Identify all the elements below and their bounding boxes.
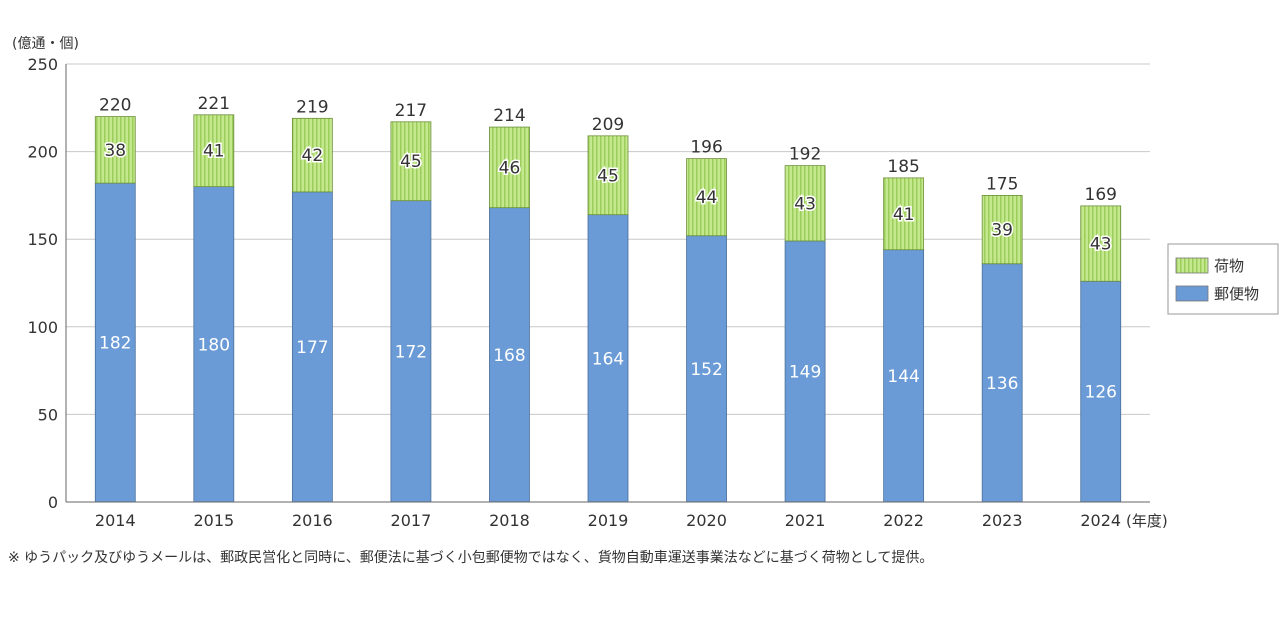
bar-segment-mail (981, 263, 1023, 503)
x-tick-label: 2015 (193, 511, 234, 530)
bar-segment-parcel (291, 117, 333, 193)
x-tick-label: 2022 (883, 511, 924, 530)
data-label-parcel: 45 (400, 152, 422, 172)
bar-segment-mail (390, 200, 432, 503)
data-label-total: 221 (198, 94, 230, 114)
x-tick-label: 2017 (391, 511, 432, 530)
data-label-total: 209 (592, 115, 624, 135)
x-tick-label: 2023 (982, 511, 1023, 530)
bar-segment-mail (883, 249, 925, 503)
data-label-parcel: 43 (794, 194, 816, 214)
data-label-parcel: 41 (203, 142, 225, 162)
bar-segment-mail (686, 235, 727, 503)
bar-segment-mail (784, 240, 826, 503)
x-tick-label: 2014 (95, 511, 136, 530)
x-tick-label: 2019 (588, 511, 629, 530)
footnote: ※ ゆうパック及びゆうメールは、郵政民営化と同時に、郵便法に基づく小包郵便物では… (8, 550, 934, 566)
data-label-parcel: 43 (1090, 235, 1112, 255)
data-label-parcel: 46 (499, 158, 521, 178)
bar-segment-parcel (94, 116, 136, 184)
bar-segment-parcel (587, 135, 629, 216)
data-label-total: 217 (395, 101, 427, 121)
bar-segment-parcel (1080, 205, 1122, 282)
bar-segment-parcel (981, 194, 1023, 265)
bar-segment-mail (94, 182, 136, 503)
data-label-total: 169 (1085, 185, 1117, 205)
y-tick-label: 250 (27, 55, 58, 74)
bar-segment-parcel (193, 114, 235, 188)
y-tick-label: 200 (27, 143, 58, 162)
data-label-mail: 177 (296, 338, 328, 358)
bar-segment-parcel (784, 165, 826, 242)
data-label-mail: 168 (493, 346, 525, 366)
y-tick-label: 50 (38, 405, 58, 424)
y-tick-label: 100 (27, 318, 58, 337)
data-label-mail: 152 (690, 360, 722, 380)
data-label-total: 220 (99, 96, 131, 116)
data-label-mail: 172 (395, 342, 427, 362)
x-tick-label: 2021 (785, 511, 826, 530)
y-tick-label: 0 (48, 493, 58, 512)
bar-segment-parcel (390, 121, 432, 202)
bar-segment-parcel (686, 158, 727, 237)
data-label-parcel: 38 (104, 141, 126, 161)
data-label-total: 185 (887, 157, 919, 177)
data-label-parcel: 42 (302, 146, 324, 166)
data-label-mail: 144 (887, 367, 919, 387)
data-label-mail: 182 (99, 334, 131, 354)
x-tick-label: 2018 (489, 511, 530, 530)
legend-swatch (1175, 257, 1209, 274)
data-label-parcel: 45 (597, 166, 619, 186)
bar-segment-parcel (489, 126, 530, 209)
y-tick-label: 150 (27, 230, 58, 249)
y-unit-label: (億通・個) (12, 36, 79, 52)
data-label-total: 175 (986, 174, 1018, 194)
data-label-parcel: 44 (696, 188, 718, 208)
legend-box (1167, 243, 1279, 315)
legend-label: 荷物 (1214, 257, 1244, 275)
data-label-mail: 126 (1085, 383, 1117, 403)
x-tick-label: 2020 (686, 511, 727, 530)
legend-swatch (1175, 285, 1209, 302)
legend-label: 郵便物 (1214, 285, 1259, 303)
bar-segment-mail (587, 214, 629, 503)
x-unit-label: (年度) (1126, 512, 1168, 530)
data-label-parcel: 39 (991, 221, 1013, 241)
bar-segment-mail (1080, 280, 1122, 503)
data-label-total: 219 (296, 97, 328, 117)
bar-segment-parcel (883, 177, 925, 251)
data-label-mail: 180 (198, 335, 230, 355)
data-label-mail: 164 (592, 349, 624, 369)
data-label-mail: 149 (789, 362, 821, 382)
data-label-total: 214 (493, 106, 525, 126)
data-label-total: 196 (690, 138, 722, 158)
bar-segment-mail (489, 207, 530, 503)
data-label-parcel: 41 (893, 205, 915, 225)
x-tick-label: 2016 (292, 511, 333, 530)
data-label-total: 192 (789, 145, 821, 165)
data-label-mail: 136 (986, 374, 1018, 394)
x-tick-label: 2024 (1080, 511, 1121, 530)
